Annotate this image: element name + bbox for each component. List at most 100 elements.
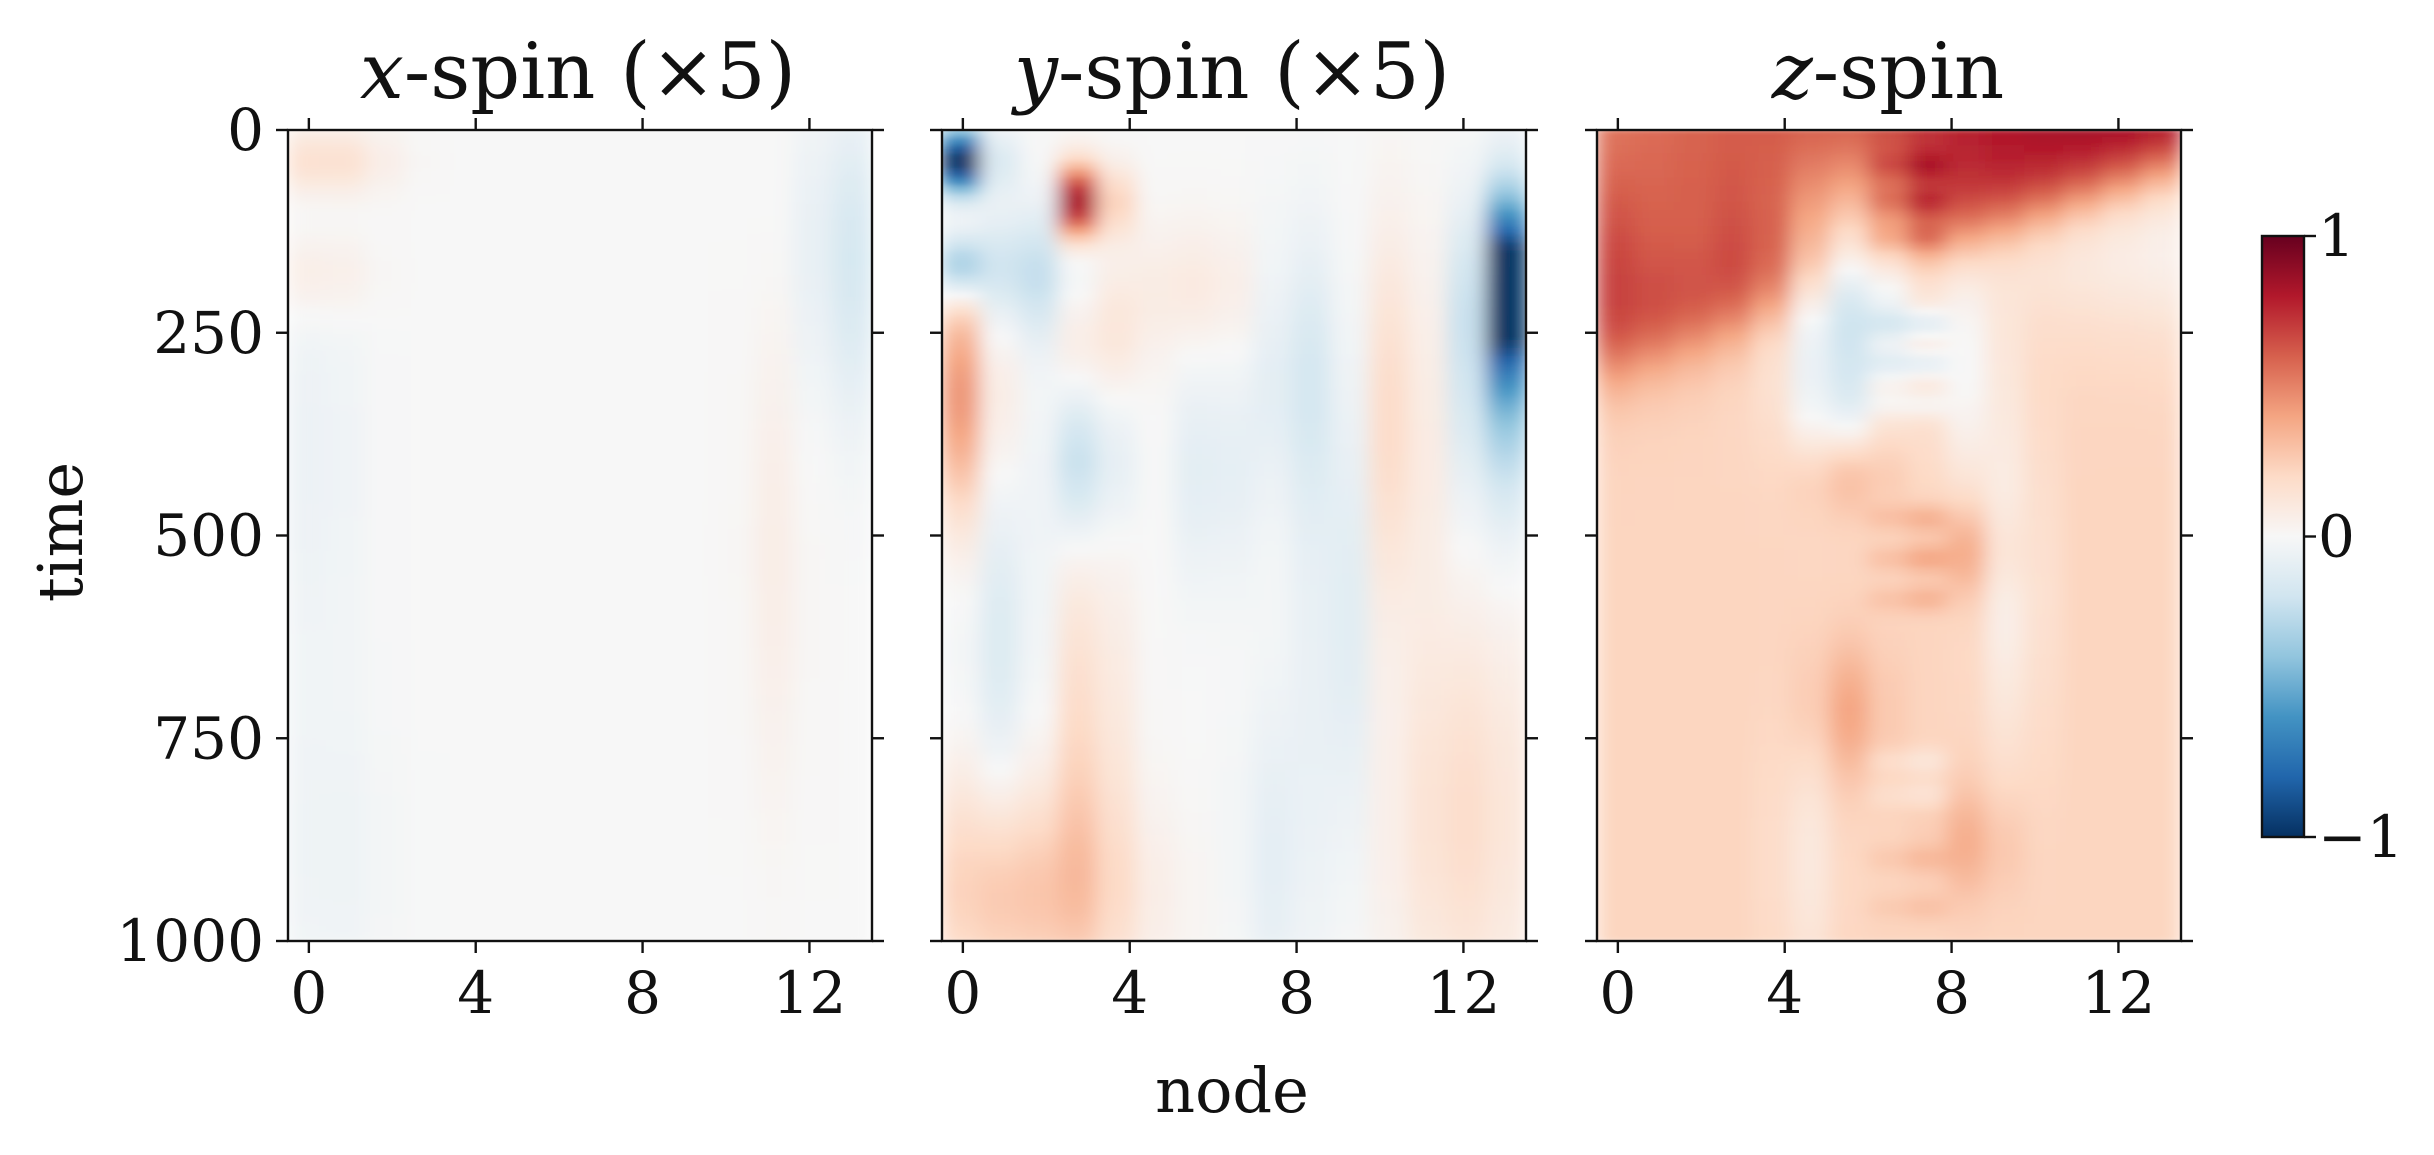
- heatmap-cell: [2063, 810, 2105, 821]
- heatmap-cell: [715, 404, 757, 415]
- heatmap-cell: [1018, 372, 1060, 383]
- heatmap-cell: [1829, 388, 1871, 399]
- heatmap-cell: [1369, 485, 1411, 496]
- heatmap-cell: [1330, 575, 1372, 586]
- heatmap-cell: [325, 283, 367, 294]
- heatmap-cell: [2024, 388, 2066, 399]
- heatmap-cell: [1486, 137, 1526, 148]
- heatmap-cell: [325, 429, 367, 440]
- heatmap-cell: [1135, 461, 1177, 472]
- heatmap-cell: [979, 558, 1021, 569]
- heatmap-cell: [1174, 502, 1216, 513]
- heatmap-cell: [676, 907, 718, 918]
- heatmap-cell: [520, 737, 562, 748]
- heatmap-cell: [1486, 250, 1526, 261]
- heatmap-cell: [2024, 607, 2066, 618]
- heatmap-cell: [1712, 283, 1754, 294]
- heatmap-cell: [403, 615, 445, 626]
- heatmap-cell: [325, 737, 367, 748]
- heatmap-cell: [942, 420, 982, 432]
- heatmap-cell: [2102, 802, 2144, 813]
- heatmap-cell: [1985, 372, 2027, 383]
- heatmap-cell: [1213, 258, 1255, 269]
- heatmap-cell: [1790, 777, 1832, 788]
- heatmap-cell: [676, 599, 718, 610]
- heatmap-cell: [288, 177, 328, 188]
- heatmap-cell: [1252, 429, 1294, 440]
- heatmap-cell: [942, 818, 982, 829]
- heatmap-cell: [1057, 145, 1099, 156]
- heatmap-cell: [1634, 493, 1676, 505]
- heatmap-cell: [1829, 558, 1871, 569]
- heatmap-cell: [364, 712, 406, 724]
- heatmap-cell: [1135, 453, 1177, 464]
- heatmap-cell: [364, 648, 406, 659]
- heatmap-cell: [676, 753, 718, 764]
- heatmap-cell: [1174, 542, 1216, 553]
- heatmap-cell: [979, 177, 1021, 188]
- heatmap-cell: [1174, 201, 1216, 213]
- heatmap-cell: [1597, 461, 1637, 472]
- heatmap-cell: [1751, 201, 1793, 213]
- heatmap-cell: [1252, 372, 1294, 383]
- heatmap-cell: [520, 729, 562, 740]
- heatmap-cell: [325, 518, 367, 529]
- heatmap-cell: [2063, 364, 2105, 375]
- heatmap-cell: [1096, 153, 1138, 164]
- heatmap-cell: [1634, 412, 1676, 423]
- heatmap-cell: [1790, 712, 1832, 724]
- heatmap-cell: [1018, 631, 1060, 642]
- heatmap-cell: [1673, 867, 1715, 878]
- heatmap-cell: [559, 388, 601, 399]
- heatmap-cell: [1096, 299, 1138, 310]
- heatmap-cell: [403, 680, 445, 691]
- heatmap-cell: [1712, 591, 1754, 602]
- heatmap-cell: [1985, 923, 2027, 934]
- heatmap-cell: [325, 769, 367, 780]
- heatmap-cell: [325, 575, 367, 586]
- heatmap-cell: [598, 477, 640, 488]
- heatmap-cell: [1985, 907, 2027, 918]
- heatmap-cell: [1096, 404, 1138, 415]
- heatmap-cell: [1946, 696, 1988, 707]
- heatmap-cell: [1447, 769, 1489, 780]
- heatmap-cell: [2141, 566, 2181, 578]
- heatmap-cell: [442, 526, 484, 537]
- heatmap-cell: [793, 931, 835, 941]
- heatmap-cell: [1135, 753, 1177, 764]
- heatmap-cell: [1447, 599, 1489, 610]
- heatmap-cell: [288, 266, 328, 277]
- heatmap-cell: [1790, 729, 1832, 740]
- heatmap-cell: [1291, 672, 1333, 683]
- heatmap-cell: [793, 266, 835, 277]
- heatmap-cell: [1057, 518, 1099, 529]
- heatmap-cell: [793, 404, 835, 415]
- heatmap-cell: [1907, 712, 1949, 724]
- heatmap-cell: [1829, 130, 1871, 140]
- heatmap-cell: [403, 745, 445, 756]
- heatmap-cell: [1634, 745, 1676, 756]
- heatmap-cell: [2102, 339, 2144, 350]
- heatmap-cell: [1790, 485, 1832, 496]
- heatmap-cell: [520, 161, 562, 172]
- heatmap-cell: [1751, 420, 1793, 432]
- heatmap-cell: [1597, 347, 1637, 359]
- heatmap-cell: [754, 469, 796, 480]
- heatmap-cell: [979, 875, 1021, 886]
- heatmap-cell: [1369, 753, 1411, 764]
- heatmap-cell: [1907, 258, 1949, 269]
- heatmap-cell: [1868, 875, 1910, 886]
- heatmap-cell: [942, 396, 982, 407]
- heatmap-cell: [2024, 899, 2066, 910]
- heatmap-cell: [325, 680, 367, 691]
- heatmap-cell: [1096, 899, 1138, 910]
- heatmap-cell: [520, 185, 562, 196]
- heatmap-cell: [325, 153, 367, 164]
- heatmap-cell: [1486, 510, 1526, 521]
- heatmap-cell: [364, 907, 406, 918]
- heatmap-cell: [1634, 130, 1676, 140]
- heatmap-cell: [1291, 388, 1333, 399]
- heatmap-cell: [1174, 550, 1216, 561]
- heatmap-cell: [1985, 266, 2027, 277]
- heatmap-cell: [1174, 923, 1216, 934]
